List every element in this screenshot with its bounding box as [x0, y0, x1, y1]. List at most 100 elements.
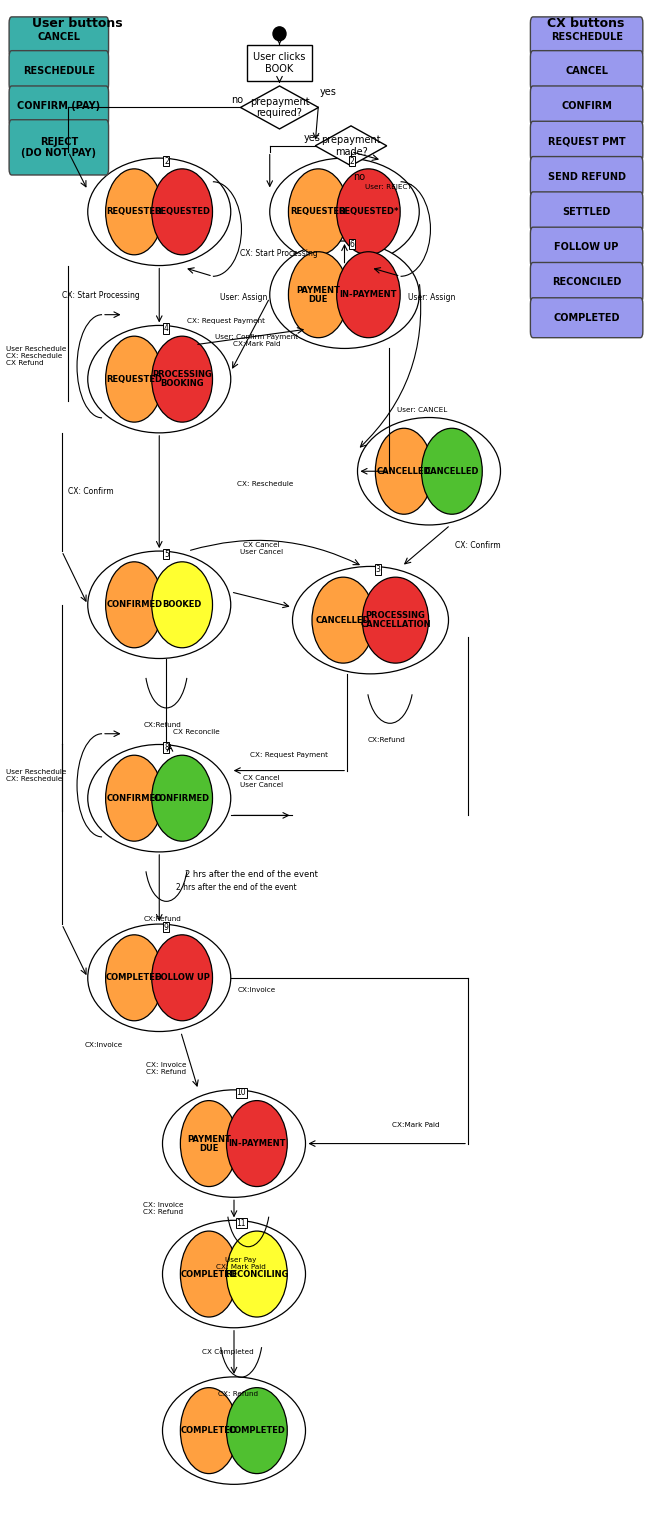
Ellipse shape	[312, 577, 374, 663]
Ellipse shape	[88, 924, 231, 1032]
Text: 4: 4	[164, 324, 169, 333]
FancyBboxPatch shape	[9, 51, 109, 91]
Text: User: REJECT: User: REJECT	[365, 184, 412, 190]
Text: PROCESSING
CANCELLATION: PROCESSING CANCELLATION	[360, 611, 431, 629]
Ellipse shape	[289, 169, 348, 255]
Text: FOLLOW UP: FOLLOW UP	[155, 973, 209, 982]
Text: CX: Start Processing: CX: Start Processing	[62, 292, 140, 299]
Text: COMPLETED: COMPLETED	[181, 1269, 237, 1279]
Text: CX:Invoice: CX:Invoice	[84, 1042, 123, 1048]
Text: 9: 9	[164, 923, 169, 932]
Ellipse shape	[181, 1388, 238, 1474]
Polygon shape	[315, 126, 387, 166]
Text: CANCELLED: CANCELLED	[316, 616, 370, 625]
Text: User clicks
BOOK: User clicks BOOK	[254, 52, 306, 74]
Text: CX: Refund: CX: Refund	[218, 1391, 257, 1397]
Text: CX:Mark Paid: CX:Mark Paid	[392, 1122, 440, 1128]
Ellipse shape	[226, 1101, 287, 1187]
Text: SEND REFUND: SEND REFUND	[547, 172, 625, 181]
Ellipse shape	[270, 241, 419, 348]
Ellipse shape	[151, 336, 213, 422]
Text: no: no	[353, 172, 365, 181]
FancyBboxPatch shape	[530, 86, 643, 126]
Text: IN-PAYMENT: IN-PAYMENT	[340, 290, 397, 299]
FancyBboxPatch shape	[530, 51, 643, 91]
Polygon shape	[240, 86, 318, 129]
FancyBboxPatch shape	[9, 86, 109, 126]
Text: yes: yes	[304, 134, 321, 143]
Text: CX:Refund: CX:Refund	[144, 721, 182, 728]
Ellipse shape	[105, 755, 162, 841]
Text: CX Reconcile: CX Reconcile	[173, 729, 220, 735]
Text: COMPLETED: COMPLETED	[181, 1426, 237, 1435]
Text: prepayment
made?: prepayment made?	[321, 135, 381, 157]
Ellipse shape	[181, 1101, 238, 1187]
Ellipse shape	[337, 252, 400, 338]
Text: prepayment
required?: prepayment required?	[250, 97, 309, 118]
Text: CX:Refund: CX:Refund	[367, 737, 405, 743]
Text: 2: 2	[350, 157, 354, 166]
Text: User Pay
CX: Mark Paid: User Pay CX: Mark Paid	[216, 1257, 266, 1271]
Text: REQUEST PMT: REQUEST PMT	[548, 137, 625, 146]
Text: 11: 11	[237, 1219, 246, 1228]
Ellipse shape	[105, 562, 162, 648]
Text: CX:Refund: CX:Refund	[144, 915, 182, 921]
Text: 3: 3	[376, 565, 381, 574]
Text: CONFIRMED: CONFIRMED	[106, 600, 162, 609]
FancyBboxPatch shape	[530, 298, 643, 338]
Text: 2 hrs after the end of the event: 2 hrs after the end of the event	[185, 870, 318, 880]
Text: CX:Invoice: CX:Invoice	[237, 987, 276, 993]
Text: COMPLETED: COMPLETED	[106, 973, 162, 982]
Text: PROCESSING
BOOKING: PROCESSING BOOKING	[152, 370, 212, 388]
Text: CX: Request Payment: CX: Request Payment	[187, 318, 265, 324]
Text: REQUESTED: REQUESTED	[106, 207, 162, 216]
Text: FOLLOW UP: FOLLOW UP	[554, 243, 619, 252]
Ellipse shape	[105, 169, 162, 255]
Ellipse shape	[88, 325, 231, 433]
Text: CX: Request Payment: CX: Request Payment	[250, 752, 328, 758]
Text: IN-PAYMENT: IN-PAYMENT	[228, 1139, 285, 1148]
FancyBboxPatch shape	[530, 227, 643, 267]
Text: REJECT
(DO NOT PAY): REJECT (DO NOT PAY)	[21, 137, 96, 158]
Ellipse shape	[151, 755, 213, 841]
Ellipse shape	[292, 566, 448, 674]
Text: COMPLETED: COMPLETED	[228, 1426, 285, 1435]
Ellipse shape	[105, 336, 162, 422]
Text: CX: Invoice
CX: Refund: CX: Invoice CX: Refund	[146, 1062, 187, 1074]
Ellipse shape	[226, 1231, 287, 1317]
Text: CX: Confirm: CX: Confirm	[68, 488, 114, 496]
Text: User: Assign: User: Assign	[220, 293, 267, 302]
Ellipse shape	[273, 26, 286, 40]
Text: User Reschedule
CX: Reschedule: User Reschedule CX: Reschedule	[6, 769, 67, 781]
Ellipse shape	[337, 169, 400, 255]
Text: COMPLETED: COMPLETED	[553, 313, 620, 322]
Ellipse shape	[151, 562, 213, 648]
Ellipse shape	[151, 169, 213, 255]
FancyBboxPatch shape	[530, 262, 643, 302]
Text: yes: yes	[320, 87, 337, 97]
Ellipse shape	[376, 428, 433, 514]
Text: 5: 5	[164, 550, 169, 559]
Ellipse shape	[88, 158, 231, 266]
Text: BOOKED: BOOKED	[162, 600, 202, 609]
Text: CX: Reschedule: CX: Reschedule	[237, 482, 293, 488]
Text: 8: 8	[164, 743, 169, 752]
Ellipse shape	[226, 1388, 287, 1474]
Text: User: Confirm Payment
CX:Mark Paid: User: Confirm Payment CX:Mark Paid	[215, 335, 298, 347]
Text: User: Assign: User: Assign	[408, 293, 456, 302]
Ellipse shape	[358, 418, 500, 525]
Text: CX: Confirm: CX: Confirm	[455, 542, 500, 550]
Text: RECONCILING: RECONCILING	[225, 1269, 289, 1279]
Text: CX: Invoice
CX: Refund: CX: Invoice CX: Refund	[143, 1202, 183, 1216]
FancyBboxPatch shape	[530, 17, 643, 57]
Text: CONFIRMED: CONFIRMED	[154, 794, 210, 803]
FancyBboxPatch shape	[247, 45, 312, 81]
Text: CANCELLED: CANCELLED	[424, 467, 479, 476]
Text: User: CANCEL: User: CANCEL	[396, 407, 447, 413]
Text: CX buttons: CX buttons	[547, 17, 625, 29]
Text: REQUESTED*: REQUESTED*	[338, 207, 398, 216]
FancyBboxPatch shape	[9, 17, 109, 57]
Text: CONFIRM: CONFIRM	[561, 101, 612, 111]
Text: CANCELLED: CANCELLED	[377, 467, 431, 476]
Text: 2 hrs after the end of the event: 2 hrs after the end of the event	[176, 884, 296, 892]
